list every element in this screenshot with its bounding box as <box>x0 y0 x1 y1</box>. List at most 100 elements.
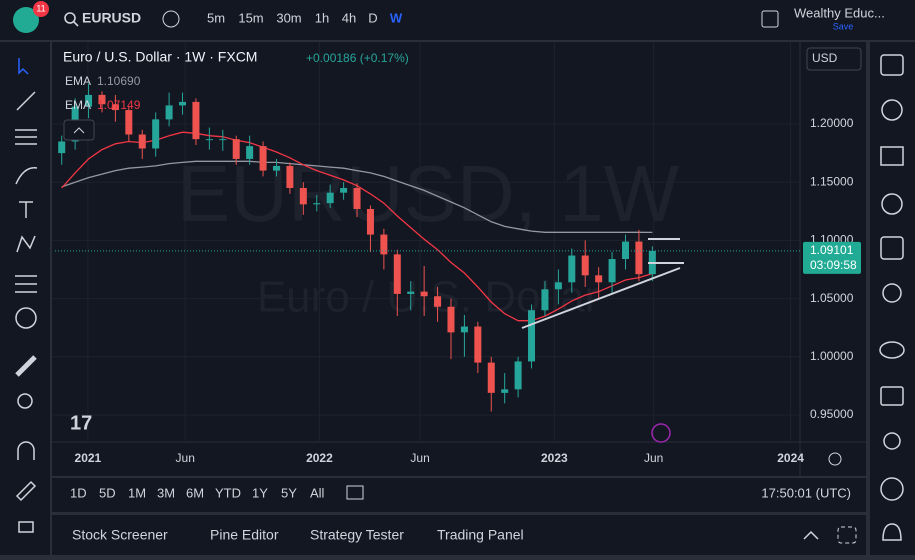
panel-tab[interactable]: Strategy Tester <box>310 527 404 543</box>
ema-value: 1.10690 <box>97 74 141 88</box>
interval[interactable]: 30m <box>276 10 301 25</box>
logo[interactable] <box>13 7 39 33</box>
candle-body <box>621 241 629 260</box>
search-icon[interactable] <box>64 12 76 24</box>
date-range-icon[interactable] <box>346 485 364 500</box>
settings[interactable] <box>828 452 842 466</box>
x-tick-label: 2024 <box>777 451 804 465</box>
candle-body <box>138 134 146 149</box>
hotlist[interactable] <box>881 193 903 215</box>
candle-body <box>460 326 468 333</box>
interval[interactable]: W <box>390 10 403 25</box>
currency-select[interactable] <box>806 47 862 71</box>
x-tick-label: 2022 <box>306 451 333 465</box>
trendline <box>521 267 681 329</box>
ideas[interactable] <box>882 283 902 303</box>
candle-body <box>434 296 442 307</box>
cursor-tool[interactable] <box>18 58 29 75</box>
y-tick-label: 1.15000 <box>810 174 854 188</box>
range-button[interactable]: 1M <box>128 485 146 500</box>
calendar[interactable] <box>880 236 904 260</box>
lock-tool[interactable] <box>18 521 34 533</box>
tv-logo: 17 <box>70 412 92 434</box>
interval[interactable]: 4h <box>342 10 356 25</box>
candle-body <box>219 139 227 141</box>
fullscreen-icon[interactable] <box>761 10 779 28</box>
notifications[interactable] <box>882 523 902 541</box>
y-tick-label: 1.05000 <box>810 291 854 305</box>
interval[interactable]: 15m <box>238 10 263 25</box>
search-icon-handle <box>73 21 79 27</box>
magnet-tool[interactable] <box>17 441 35 460</box>
add-symbol[interactable] <box>162 10 180 28</box>
tool-icons <box>15 58 38 533</box>
last-price: 1.09101 <box>810 243 854 257</box>
zoom-tool[interactable] <box>17 393 33 409</box>
panel-tab[interactable]: Trading Panel <box>437 527 524 543</box>
collapse-panel[interactable] <box>803 530 819 540</box>
text-tool[interactable] <box>19 201 33 218</box>
price-change: +0.00186 (+0.17%) <box>306 51 409 65</box>
y-tick-label: 0.95000 <box>810 407 854 421</box>
range-button[interactable]: 1Y <box>252 485 268 500</box>
interval[interactable]: D <box>368 10 377 25</box>
candle-body <box>272 165 280 171</box>
prediction-tool[interactable] <box>15 275 37 293</box>
brush-tool[interactable] <box>15 167 38 185</box>
candle-body <box>420 291 428 297</box>
symbol[interactable]: EURUSD <box>82 10 141 26</box>
candle-body <box>179 101 187 106</box>
candle-body <box>407 291 415 294</box>
candle-body <box>259 146 267 171</box>
ruler-tool[interactable] <box>15 355 37 377</box>
icon-tool[interactable] <box>15 307 37 329</box>
left-toolbar <box>0 42 50 555</box>
panel-tab[interactable]: Pine Editor <box>210 527 279 543</box>
chart-title: Euro / U.S. Dollar · 1W · FXCM <box>63 49 257 65</box>
interval[interactable]: 1h <box>315 10 329 25</box>
range-button[interactable]: 3M <box>157 485 175 500</box>
maximize-panel[interactable] <box>837 526 857 544</box>
candle-body <box>501 389 509 393</box>
watchlist[interactable] <box>880 54 904 76</box>
panel-tab[interactable]: Stock Screener <box>72 527 168 543</box>
interval[interactable]: 5m <box>207 10 225 25</box>
chats[interactable] <box>880 386 904 406</box>
object-tree[interactable] <box>880 146 904 166</box>
layout-name[interactable]: Wealthy Educ... <box>794 5 885 20</box>
draw-mode-tool[interactable] <box>15 480 37 502</box>
range-button[interactable]: All <box>310 485 325 500</box>
candle-body <box>192 101 200 140</box>
x-tick-label: Jun <box>410 451 429 465</box>
ema-line <box>61 160 653 234</box>
range-button[interactable]: 5Y <box>281 485 297 500</box>
range-button[interactable]: 5D <box>99 485 116 500</box>
watermark: EURUSD, 1W <box>177 149 680 238</box>
pattern-tool[interactable] <box>16 235 36 253</box>
streams[interactable] <box>879 341 905 359</box>
range-button[interactable]: YTD <box>215 485 241 500</box>
ideas-stream[interactable] <box>883 432 901 450</box>
candle-body <box>608 259 616 283</box>
replay[interactable] <box>880 477 904 501</box>
currency[interactable]: USD <box>812 51 838 65</box>
ema-value: 1.07149 <box>97 98 141 112</box>
candle-body <box>528 310 536 362</box>
badge <box>33 1 49 17</box>
save[interactable]: Save <box>833 21 854 31</box>
collapse-legend[interactable] <box>63 119 95 141</box>
right-toolbar <box>870 42 915 555</box>
candle-body <box>635 241 643 275</box>
alerts[interactable] <box>881 99 903 121</box>
candle-body <box>205 139 213 141</box>
fib-tool[interactable] <box>15 129 37 145</box>
event-marker[interactable] <box>651 423 671 443</box>
last-price-box <box>803 241 861 274</box>
range-button[interactable]: 6M <box>186 485 204 500</box>
line-tool[interactable] <box>16 91 36 111</box>
ema-name: EMA <box>65 98 91 112</box>
range-button[interactable]: 1D <box>70 485 87 500</box>
